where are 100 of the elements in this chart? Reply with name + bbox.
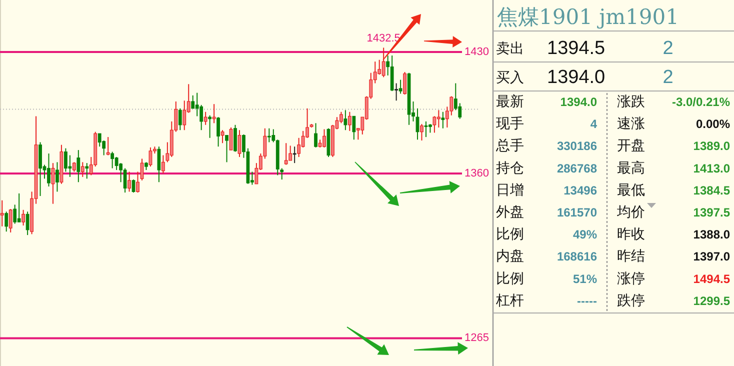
- candlestick: [200, 104, 204, 131]
- text: 均价: [616, 204, 645, 220]
- candlestick: [80, 162, 84, 178]
- candlestick: [280, 168, 284, 180]
- y-tick-label: 1430: [464, 46, 489, 58]
- candlestick: [178, 108, 182, 131]
- candlestick: [238, 130, 242, 158]
- text: 最高: [617, 159, 645, 176]
- text: 比例: [496, 270, 524, 286]
- text: 焦煤1901 jm1901: [497, 5, 679, 29]
- text: 最低: [617, 181, 645, 198]
- candlestick: [64, 148, 68, 172]
- candlestick: [424, 120, 428, 138]
- text: 1394.5: [547, 38, 606, 59]
- text: 外盘: [496, 204, 524, 220]
- candlestick: [85, 162, 89, 180]
- candlestick: [72, 162, 76, 172]
- text: 昨收: [617, 226, 645, 242]
- text: 2: [662, 67, 674, 88]
- candlestick: [436, 110, 440, 128]
- text: 168616: [556, 250, 598, 264]
- text: 最新: [496, 93, 524, 109]
- candlestick: [348, 111, 352, 132]
- text: 2: [662, 38, 674, 59]
- candlestick: [136, 171, 140, 194]
- candlestick: [47, 153, 50, 187]
- candlestick: [114, 156, 118, 170]
- candlestick: [98, 133, 102, 148]
- y-tick-label: 1265: [464, 332, 489, 344]
- candlestick: [56, 162, 59, 192]
- candlestick: [204, 111, 208, 126]
- candlestick: [106, 136, 110, 156]
- candlestick: [292, 146, 296, 164]
- candlestick: [17, 192, 21, 223]
- candlestick: [458, 102, 462, 120]
- text: 1299.5: [693, 294, 730, 308]
- candlestick: [26, 211, 30, 236]
- candlestick: [314, 122, 318, 148]
- candlestick: [390, 55, 394, 92]
- candlestick: [322, 128, 326, 148]
- candlestick: [432, 116, 436, 134]
- text: -3.0/0.21%: [672, 95, 730, 109]
- annotation: 1432.5: [366, 32, 400, 45]
- text: 49%: [572, 228, 598, 242]
- candlestick: [13, 204, 17, 224]
- text: 涨停: [617, 270, 645, 286]
- candlestick: [0, 200, 4, 227]
- text: 卖出: [496, 40, 524, 56]
- text: -----: [577, 294, 597, 308]
- candlestick: [22, 209, 26, 226]
- text: 13496: [564, 183, 598, 198]
- candlestick: [212, 104, 216, 124]
- candlestick: [403, 71, 406, 96]
- candlestick: [191, 94, 195, 109]
- text: 330186: [556, 139, 598, 154]
- candlestick: [284, 142, 288, 166]
- text: 286768: [556, 161, 598, 176]
- text: 1384.5: [693, 183, 730, 198]
- candlestick: [76, 150, 80, 183]
- text: 昨结: [617, 248, 645, 264]
- text: 51%: [572, 272, 598, 286]
- text: 1389.0: [693, 139, 730, 154]
- text: 0.00%: [696, 117, 730, 132]
- text: 速涨: [617, 115, 645, 132]
- text: 现手: [496, 115, 524, 132]
- candlestick: [110, 151, 114, 169]
- candlestick: [267, 128, 271, 143]
- text: 161570: [556, 206, 598, 220]
- text: 4: [590, 117, 598, 132]
- candlestick: [382, 47, 386, 78]
- candlestick: [68, 154, 72, 178]
- text: 1388.0: [693, 228, 730, 242]
- candlestick: [352, 116, 356, 140]
- candlestick: [234, 124, 237, 152]
- candlestick: [157, 146, 161, 183]
- candlestick: [8, 208, 12, 233]
- candlestick: [148, 146, 152, 168]
- candlestick: [128, 171, 131, 192]
- text: 持仓: [496, 159, 524, 176]
- candlestick: [132, 179, 136, 194]
- text: 杠杆: [495, 292, 524, 308]
- candlestick: [441, 111, 445, 129]
- text: 比例: [496, 226, 524, 242]
- candlestick: [208, 114, 212, 138]
- text: 1397.5: [693, 206, 730, 220]
- text: 1397.0: [693, 250, 730, 264]
- text: 1413.0: [693, 161, 730, 176]
- text: 1394.0: [560, 95, 598, 109]
- y-tick-label: 1360: [464, 167, 489, 180]
- candlestick: [182, 100, 186, 131]
- text: 跌停: [617, 292, 645, 308]
- text: 涨跌: [617, 93, 645, 109]
- candlestick: [216, 116, 220, 148]
- text: 买入: [496, 69, 524, 85]
- candlestick: [161, 154, 165, 174]
- candlestick: [288, 145, 292, 161]
- candlestick: [398, 79, 402, 94]
- candlestick: [344, 110, 348, 131]
- candlestick: [140, 158, 144, 181]
- candlestick: [123, 168, 127, 194]
